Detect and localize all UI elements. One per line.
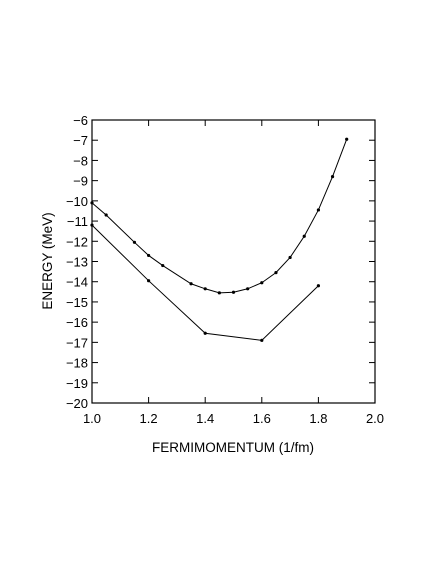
series-2-line (91, 224, 319, 341)
series-1-point (189, 282, 193, 286)
series-2-point (260, 338, 264, 342)
x-tick-label: 1.4 (196, 411, 214, 426)
series-2-point (147, 279, 151, 283)
y-tick-label: −19 (66, 376, 88, 391)
x-tick-label: 1.0 (83, 411, 101, 426)
y-tick-label: −13 (66, 255, 88, 270)
x-tick-label: 1.8 (309, 411, 327, 426)
series-1-point (104, 213, 108, 217)
y-tick-label: −17 (66, 335, 88, 350)
y-tick-label: −8 (73, 153, 88, 168)
series-1-point (161, 263, 165, 268)
y-tick-label: −6 (73, 113, 88, 128)
series-1-line (91, 139, 348, 294)
series-1-point (288, 255, 292, 260)
series-1-point (217, 291, 221, 295)
y-tick-label: −9 (73, 174, 88, 189)
y-tick-label: −15 (66, 295, 88, 310)
y-tick-label: −20 (66, 396, 88, 411)
y-tick-label: −12 (66, 234, 88, 249)
series-1-point (316, 208, 320, 212)
series-1-point (274, 271, 278, 275)
x-tick-label: 2.0 (366, 411, 384, 426)
series-1-point (231, 290, 236, 294)
series-1-point (330, 175, 335, 179)
series-2-point (203, 331, 207, 335)
series-1-point (203, 287, 207, 291)
series-2-point (316, 284, 320, 288)
series-1-point (90, 201, 94, 205)
series-1-point (132, 240, 137, 244)
y-tick-label: −14 (66, 275, 88, 290)
series-1-point (302, 234, 306, 238)
x-tick-label: 1.6 (253, 411, 271, 426)
y-tick-label: −11 (67, 214, 88, 229)
y-tick-label: −16 (66, 315, 88, 330)
series-1-point (260, 281, 264, 285)
series-1-point (147, 253, 151, 258)
y-tick-label: −10 (66, 194, 88, 209)
series-1-point (246, 287, 250, 291)
plot-frame (91, 119, 376, 404)
x-axis-label: FERMIMOMENTUM (1/fm) (152, 440, 314, 455)
x-tick-label: 1.2 (140, 411, 158, 426)
series-2-point (90, 223, 94, 227)
y-axis-label: ENERGY (MeV) (40, 212, 55, 309)
y-tick-label: −18 (66, 356, 88, 371)
y-tick-label: −7 (73, 133, 88, 148)
series-1-point (345, 137, 349, 141)
